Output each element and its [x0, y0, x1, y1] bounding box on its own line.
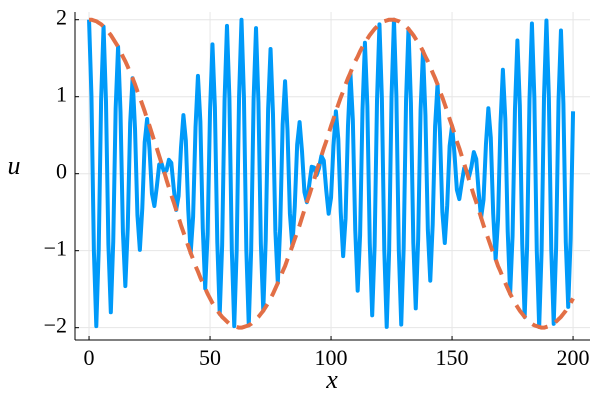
- x-tick-label: 50: [199, 345, 221, 370]
- y-tick-label: 2: [56, 5, 67, 30]
- y-axis-label: u: [8, 151, 21, 180]
- x-tick-label: 100: [315, 345, 348, 370]
- series-line: [89, 17, 575, 330]
- y-tick-label: 1: [56, 82, 67, 107]
- series-line: [87, 17, 576, 329]
- x-tick-label: 0: [84, 345, 95, 370]
- y-tick-label: 0: [56, 159, 67, 184]
- y-tick-label: −2: [44, 313, 67, 338]
- y-tick-label: −1: [44, 236, 67, 261]
- x-axis-label: x: [325, 365, 338, 394]
- x-tick-label: 150: [436, 345, 469, 370]
- x-tick-label: 200: [557, 345, 590, 370]
